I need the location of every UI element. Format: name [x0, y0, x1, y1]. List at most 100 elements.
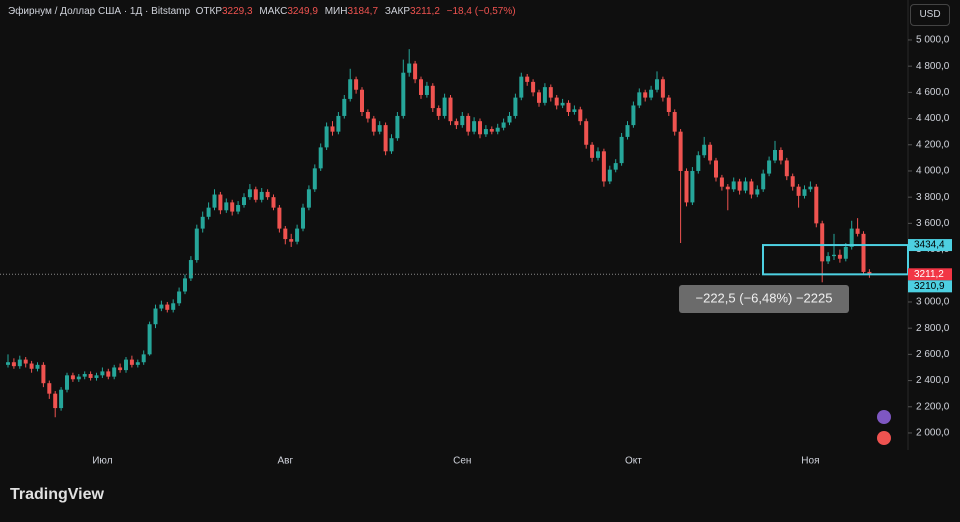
candle-body: [778, 150, 783, 161]
candle-body: [566, 102, 571, 113]
candle-body: [17, 359, 22, 367]
candle-body: [53, 393, 58, 409]
candle-body: [306, 189, 311, 208]
candle-body: [607, 169, 612, 182]
candle-body: [312, 168, 317, 190]
candle-body: [820, 223, 825, 262]
y-tick-label: 2 600,0: [916, 349, 950, 360]
candle-body: [59, 389, 64, 409]
ohlc-label: ЗАКР: [384, 6, 411, 17]
candle-body: [655, 79, 659, 90]
candle-body: [194, 228, 199, 261]
candle-body: [708, 144, 713, 161]
candle-body: [637, 92, 642, 106]
candle-body: [601, 151, 606, 182]
candle-body: [436, 108, 441, 116]
candle-body: [743, 181, 748, 191]
currency-button[interactable]: USD: [910, 4, 950, 26]
candle-body: [141, 354, 146, 363]
candle-body: [177, 291, 182, 304]
candle-body: [519, 76, 524, 98]
candle-body: [159, 304, 164, 309]
candle-body: [118, 367, 123, 371]
candle-body: [188, 260, 193, 279]
x-tick-label: Июл: [92, 456, 112, 467]
logo[interactable]: TradingView: [10, 486, 104, 503]
candle-body: [171, 303, 176, 310]
ohlc-value: 3211,2: [410, 6, 440, 17]
candle-body: [342, 98, 347, 116]
candle-body: [826, 256, 831, 262]
candle-body: [112, 367, 117, 377]
candle-body: [560, 102, 565, 106]
flash-icon[interactable]: [877, 410, 891, 424]
candle-body: [206, 207, 211, 217]
candle-body: [360, 89, 364, 113]
y-tick-label: 4 800,0: [916, 61, 950, 72]
candle-body: [336, 115, 341, 132]
candle-body: [165, 304, 170, 310]
candle-body: [212, 194, 217, 208]
candle-body: [719, 177, 724, 187]
candle-body: [472, 121, 477, 132]
candle-body: [849, 228, 854, 247]
x-tick-label: Авг: [277, 456, 293, 467]
flag-icon[interactable]: [877, 431, 891, 445]
ohlc-label: МАКС: [259, 6, 288, 17]
candle-body: [784, 160, 789, 177]
candle-body: [548, 87, 553, 98]
candle-body: [183, 278, 187, 292]
candle-body: [684, 170, 689, 203]
candle-body: [283, 228, 288, 240]
candle-body: [755, 189, 760, 195]
candle-body: [725, 186, 730, 190]
candle-body: [814, 186, 819, 224]
candle-body: [584, 121, 589, 145]
y-tick-label: 2 800,0: [916, 323, 950, 334]
price-tag-label: 3434,4: [914, 240, 945, 251]
candle-body: [613, 163, 618, 170]
y-tick-label: 4 200,0: [916, 139, 950, 150]
price-tag: [908, 280, 952, 293]
candle-body: [478, 121, 482, 135]
y-tick-label: 4 400,0: [916, 113, 950, 124]
candle-body: [135, 362, 140, 365]
x-tick-label: Окт: [625, 456, 642, 467]
candle-body: [70, 375, 75, 380]
candle-body: [466, 115, 471, 132]
candle-body: [702, 144, 707, 156]
candle-body: [41, 364, 46, 384]
candle-body: [242, 197, 246, 206]
ohlc-label: ОТКР: [195, 6, 222, 17]
candle-body: [666, 97, 671, 113]
y-tick-label: 3 800,0: [916, 192, 950, 203]
candle-body: [714, 160, 718, 178]
candle-body: [867, 271, 872, 275]
candle-body: [371, 118, 376, 132]
candle-body: [100, 371, 105, 376]
candle-body: [395, 115, 400, 139]
candle-body: [295, 228, 300, 242]
candle-body: [47, 383, 52, 394]
candle-body: [389, 138, 394, 152]
candle-body: [430, 85, 435, 109]
ohlc-value: 3229,3: [222, 6, 253, 17]
candle-body: [808, 186, 813, 190]
candle-body: [531, 81, 536, 93]
candle-body: [413, 63, 418, 80]
candle-body: [271, 197, 276, 208]
candle-body: [153, 308, 158, 325]
measure-tooltip: [679, 285, 849, 313]
candle-body: [454, 121, 459, 126]
candle-body: [29, 363, 34, 369]
candle-body: [802, 189, 807, 196]
candle-body: [65, 375, 69, 390]
candle-body: [749, 181, 754, 195]
candle-body: [301, 207, 305, 229]
candle-body: [106, 371, 111, 377]
ohlc-label: МИН: [324, 6, 348, 17]
candle-body: [696, 155, 701, 171]
price-tag: [908, 268, 952, 281]
candle-body: [737, 181, 742, 191]
candle-body: [578, 109, 583, 122]
